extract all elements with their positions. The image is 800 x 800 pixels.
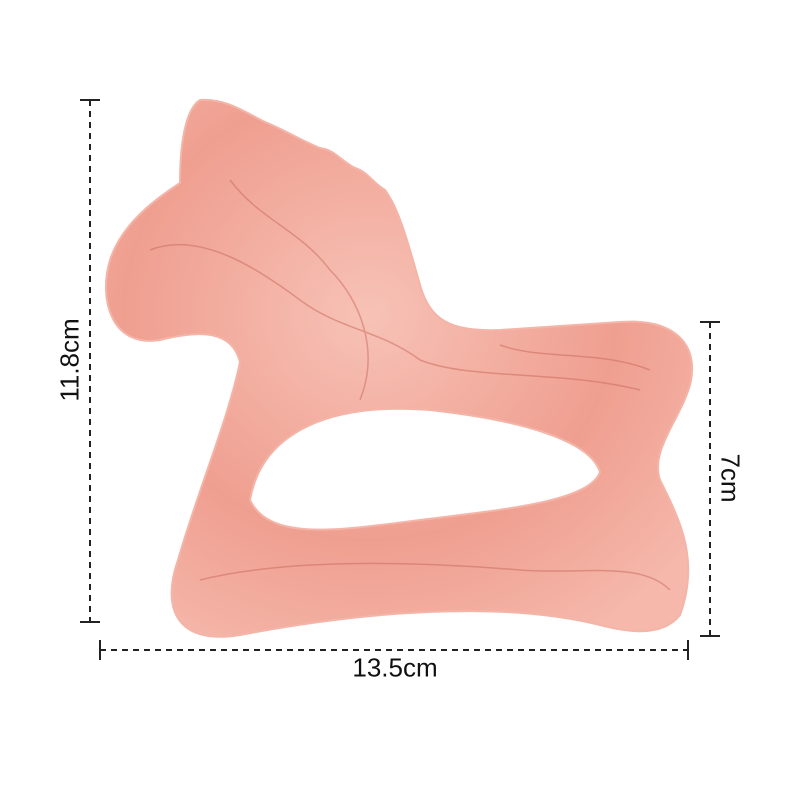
height-label: 11.8cm xyxy=(54,318,85,402)
dimension-lines xyxy=(80,99,720,660)
marble-veins xyxy=(149,179,671,591)
horse-gua-sha-stone xyxy=(105,98,694,638)
right-height-label: 7cm xyxy=(715,453,746,503)
width-label: 13.5cm xyxy=(352,652,438,683)
